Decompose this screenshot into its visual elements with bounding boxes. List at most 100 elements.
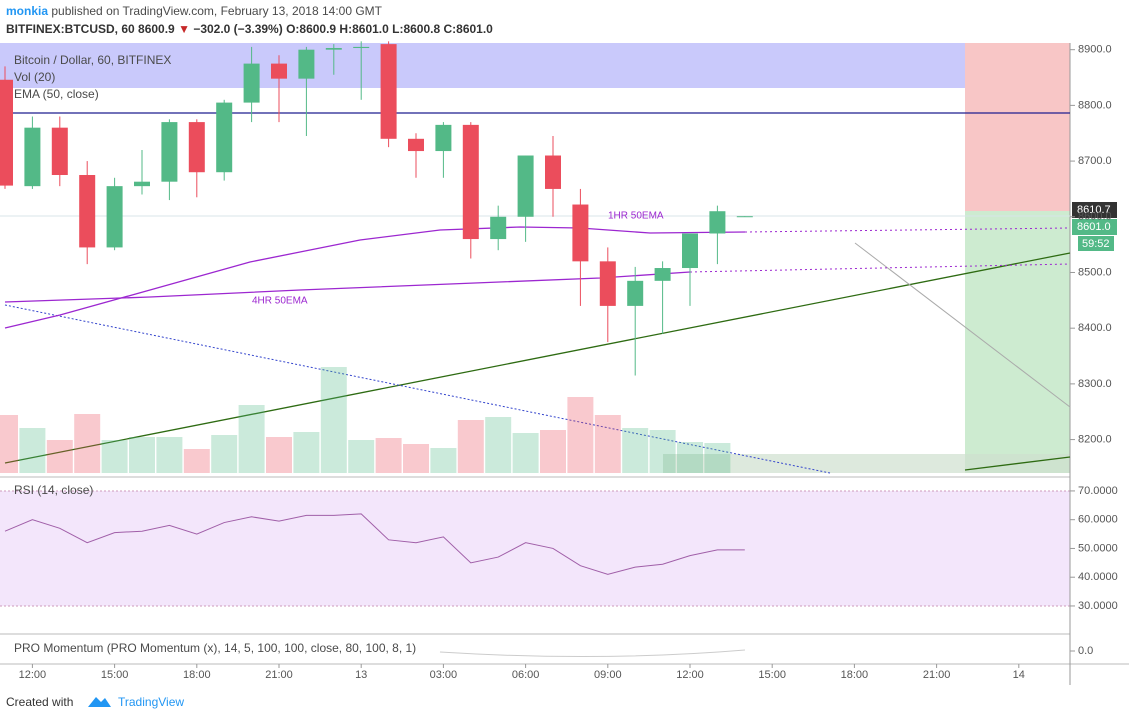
rsi-band bbox=[0, 491, 1070, 606]
candle-body bbox=[51, 127, 68, 176]
y-tick-label: 8500.0 bbox=[1078, 266, 1112, 278]
legend: EMA (50, close) bbox=[14, 87, 99, 101]
volume-bar bbox=[430, 448, 457, 473]
candle-body bbox=[627, 280, 644, 306]
marks bbox=[0, 41, 753, 658]
volume-bar bbox=[74, 414, 101, 473]
change: −302.0 (−3.39%) bbox=[193, 22, 282, 36]
footer: Created with bbox=[6, 695, 73, 709]
y-tick-label: 8300.0 bbox=[1078, 378, 1112, 390]
arrow: ▼ bbox=[178, 22, 190, 36]
volume-bar bbox=[293, 432, 320, 473]
volume-bar bbox=[512, 433, 539, 473]
volume-bar bbox=[156, 437, 183, 473]
candle-body bbox=[79, 175, 96, 248]
price-tag bbox=[1072, 219, 1117, 235]
candle-body bbox=[572, 204, 589, 262]
price-tag bbox=[1072, 202, 1117, 218]
candle-body bbox=[736, 216, 753, 218]
x-tick-label: 18:00 bbox=[841, 669, 869, 681]
x-tick-label: 21:00 bbox=[923, 669, 951, 681]
y-tick-label: 8600.0 bbox=[1078, 211, 1112, 223]
trendline bbox=[4, 252, 1071, 464]
range-box bbox=[663, 454, 1070, 473]
candle-body bbox=[0, 79, 13, 186]
stop-zone bbox=[965, 43, 1070, 211]
author: monkia bbox=[6, 4, 48, 18]
y-tick-label: 30.0000 bbox=[1078, 600, 1118, 612]
candle-body bbox=[325, 48, 342, 50]
logo bbox=[88, 697, 111, 707]
legend: RSI (14, close) bbox=[14, 483, 93, 497]
y-tick-label: 8800.0 bbox=[1078, 99, 1112, 111]
volume-bar bbox=[375, 438, 402, 473]
volume-bar bbox=[594, 415, 621, 473]
zone bbox=[0, 43, 1070, 88]
volume-bar bbox=[129, 437, 155, 473]
candle-body bbox=[161, 122, 178, 182]
candle-body bbox=[271, 63, 287, 79]
x-tick-label: 14 bbox=[1013, 669, 1025, 681]
y-tick-label: 8400.0 bbox=[1078, 322, 1112, 334]
candle-body bbox=[106, 186, 123, 248]
x-tick-label: 09:00 bbox=[594, 669, 622, 681]
rsi-line bbox=[4, 513, 745, 575]
candle-body bbox=[709, 211, 726, 234]
volume-bar bbox=[211, 435, 238, 473]
candle-body bbox=[517, 155, 534, 217]
candle-body bbox=[599, 261, 616, 306]
volume-bar bbox=[677, 442, 703, 473]
x-tick-label: 12:00 bbox=[676, 669, 704, 681]
target-zone bbox=[965, 211, 1070, 473]
candle-body bbox=[134, 181, 150, 187]
candle-body bbox=[462, 124, 479, 240]
candle-body bbox=[188, 122, 205, 173]
x-tick-label: 18:00 bbox=[183, 669, 211, 681]
y-tick-label: 60.0000 bbox=[1078, 514, 1118, 526]
last: 8600.9 bbox=[138, 22, 175, 36]
volume-bar bbox=[0, 415, 18, 473]
candle-body bbox=[654, 268, 671, 281]
volume-bar bbox=[403, 444, 429, 473]
annotation: 1HR 50EMA bbox=[608, 211, 664, 222]
candle-body bbox=[682, 233, 698, 269]
x-tick-label: 12:00 bbox=[19, 669, 47, 681]
candle-body bbox=[408, 138, 424, 152]
volume-bar bbox=[485, 417, 512, 473]
volume-bar bbox=[266, 437, 292, 473]
x-tick-label: 13 bbox=[355, 669, 367, 681]
legend: Bitcoin / Dollar, 60, BITFINEX bbox=[14, 53, 171, 67]
brand: TradingView bbox=[118, 695, 184, 709]
symbol: BITFINEX:BTCUSD, 60 bbox=[6, 22, 135, 36]
y-tick-label: 70.0000 bbox=[1078, 485, 1118, 497]
candle-body bbox=[216, 102, 233, 173]
candle-body bbox=[545, 155, 561, 189]
published: published on TradingView.com, February 1… bbox=[51, 4, 382, 18]
ema-4h bbox=[689, 263, 1071, 273]
candle-body bbox=[243, 63, 260, 103]
trendline bbox=[964, 456, 1071, 471]
y-tick-label: 0.0 bbox=[1078, 645, 1093, 657]
volume-bar bbox=[101, 440, 128, 473]
volume-bar bbox=[567, 397, 594, 473]
x-tick-label: 06:00 bbox=[512, 669, 540, 681]
x-tick-label: 21:00 bbox=[265, 669, 293, 681]
x-tick-label: 15:00 bbox=[101, 669, 129, 681]
price-tag-label: 8601.0 bbox=[1077, 221, 1111, 233]
candle-body bbox=[353, 46, 370, 49]
volume-bar bbox=[457, 420, 484, 473]
candle-body bbox=[435, 124, 452, 152]
y-tick-label: 8900.0 bbox=[1078, 44, 1112, 56]
price-tag-label: 8610.7 bbox=[1077, 204, 1111, 216]
volume-bar bbox=[622, 428, 649, 473]
y-tick-label: 50.0000 bbox=[1078, 542, 1118, 554]
candle-body bbox=[24, 127, 41, 187]
x-tick-label: 03:00 bbox=[430, 669, 458, 681]
candle-body bbox=[380, 44, 397, 139]
volume-bar bbox=[704, 443, 731, 473]
volume-bar bbox=[238, 405, 265, 473]
volume-bar bbox=[46, 440, 73, 473]
volume-bar bbox=[183, 449, 210, 473]
